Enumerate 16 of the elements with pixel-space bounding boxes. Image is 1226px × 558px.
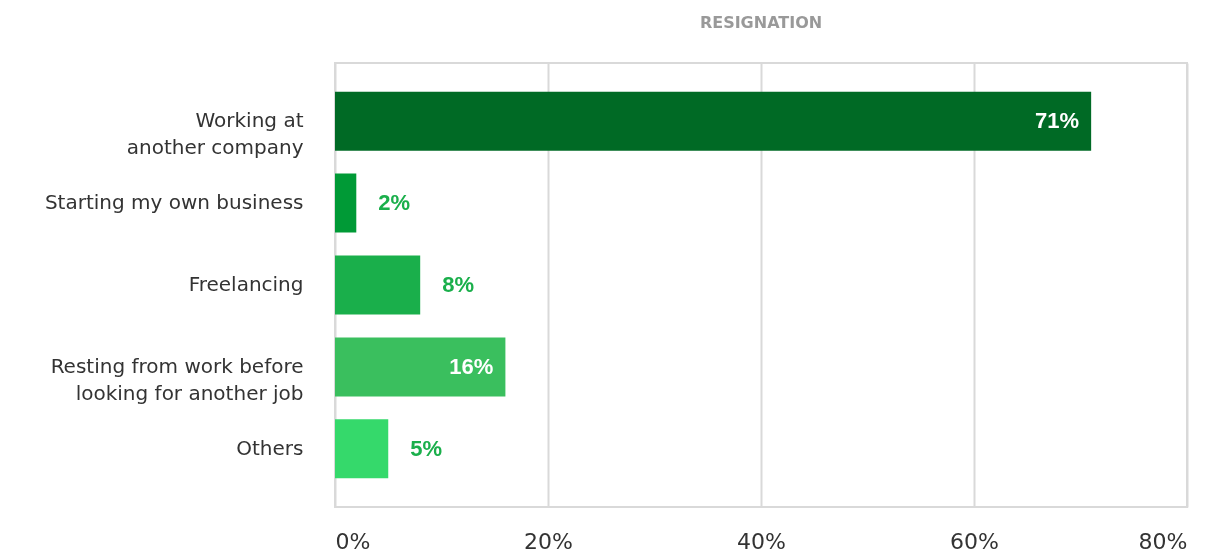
x-tick-label: 60% — [950, 528, 999, 554]
data-label: 2% — [378, 190, 411, 216]
y-tick-label: Freelancing — [188, 272, 304, 296]
x-tick-label: 20% — [524, 528, 573, 554]
y-tick-label: Resting from work before looking for another job — [50, 353, 304, 405]
data-label: 16% — [449, 353, 494, 379]
x-tick-label: 40% — [737, 528, 786, 554]
chart-title: RESIGNATION — [699, 13, 823, 32]
data-label: 8% — [442, 272, 474, 297]
data-label: 71% — [1035, 108, 1080, 134]
x-tick-label: 80% — [1138, 528, 1188, 554]
x-tick-label: 0% — [335, 528, 371, 554]
y-tick-label: Starting my own business — [44, 190, 304, 215]
y-tick-label: Working at another company — [126, 108, 304, 160]
y-tick-label: Others — [236, 435, 304, 460]
data-label: 5% — [410, 435, 443, 461]
